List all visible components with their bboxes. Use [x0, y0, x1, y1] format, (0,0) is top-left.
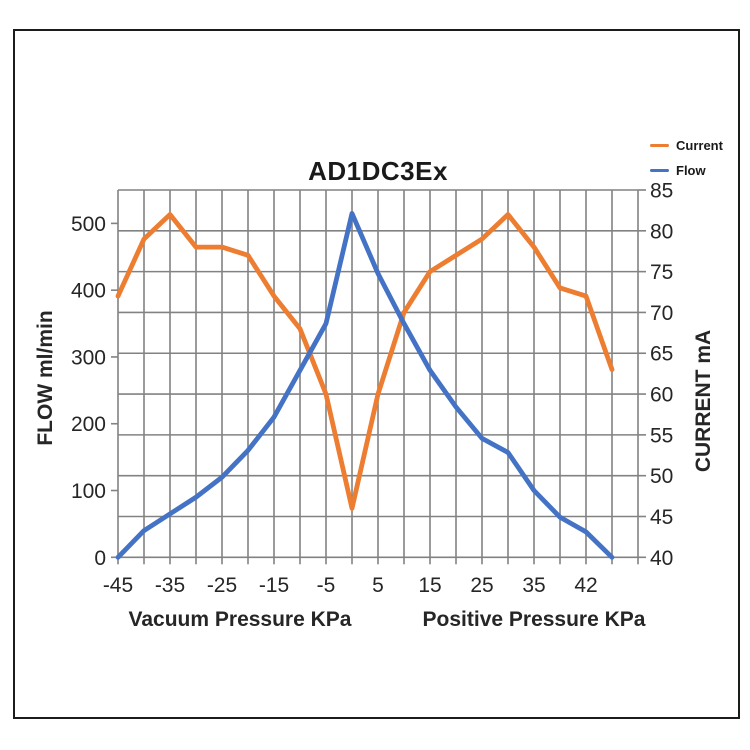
x-axis-tick-label: 42: [574, 574, 597, 597]
current-series-line: [115, 212, 615, 511]
right-axis-tick-label: 55: [650, 424, 673, 447]
legend: Current Flow: [650, 133, 723, 183]
chart-title: AD1DC3Ex: [308, 156, 448, 186]
left-axis-tick-label: 100: [71, 480, 106, 503]
right-axis-tick-label: 45: [650, 506, 673, 529]
right-axis-tick-label: 40: [650, 547, 673, 570]
right-axis-tick-label: 65: [650, 343, 673, 366]
flow-series-line: [115, 210, 615, 560]
legend-label-current: Current: [676, 138, 723, 153]
x-axis-tick-label: -45: [103, 574, 133, 597]
legend-item-flow: Flow: [650, 158, 723, 183]
flow-series-swatch: [650, 169, 669, 172]
right-axis-tick-label: 70: [650, 302, 673, 325]
current-series-swatch: [650, 144, 669, 147]
right-axis-tick-label: 50: [650, 465, 673, 488]
left-axis-tick-label: 200: [71, 413, 106, 436]
x-axis-tick-label: 35: [522, 574, 545, 597]
right-axis-title: CURRENT mA: [692, 329, 715, 473]
x-axis-tick-label: -35: [155, 574, 185, 597]
x-axis-tick-label: 15: [418, 574, 441, 597]
right-axis-tick-label: 85: [650, 180, 673, 203]
x-axis-tick-label: -25: [207, 574, 237, 597]
left-axis-tick-label: 500: [71, 213, 106, 236]
right-axis-tick-label: 75: [650, 261, 673, 284]
left-axis-tick-label: 400: [71, 280, 106, 303]
x-axis-title-vacuum: Vacuum Pressure KPa: [128, 608, 352, 631]
x-axis-tick-label: 5: [372, 574, 384, 597]
left-axis-title: FLOW ml/min: [34, 310, 57, 446]
left-axis-tick-label: 0: [94, 547, 106, 570]
legend-label-flow: Flow: [676, 163, 706, 178]
right-axis-tick-label: 80: [650, 220, 673, 243]
x-axis-tick-label: -5: [317, 574, 336, 597]
x-axis-tick-label: 25: [470, 574, 493, 597]
x-axis-tick-label: -15: [259, 574, 289, 597]
x-axis-title-positive: Positive Pressure KPa: [422, 608, 646, 631]
right-axis-tick-label: 60: [650, 384, 673, 407]
left-axis-tick-label: 300: [71, 346, 106, 369]
legend-item-current: Current: [650, 133, 723, 158]
